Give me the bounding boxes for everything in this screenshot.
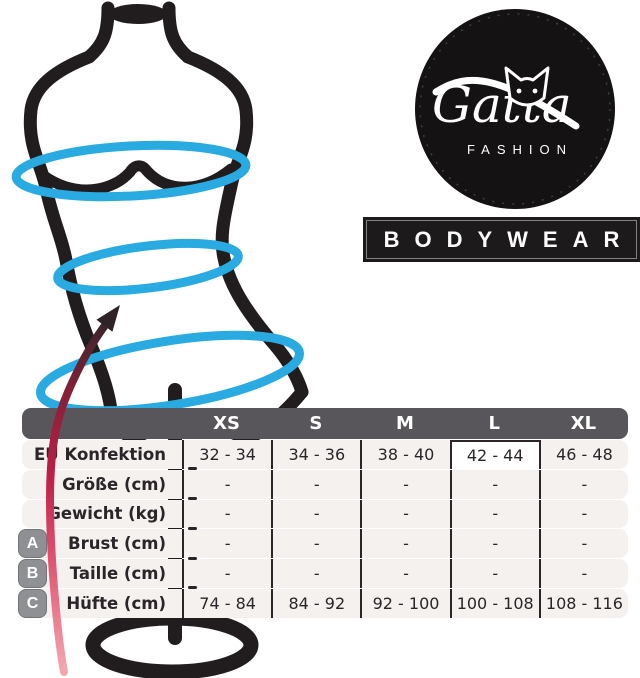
gatta-logo: Gatta FASHION <box>415 9 615 209</box>
row-label: EU Konfektion <box>34 444 166 464</box>
cell-l: 100 - 108 <box>449 588 539 618</box>
logo-tagline: FASHION <box>467 142 573 157</box>
hip-measure-line <box>36 330 304 416</box>
cell-m: 38 - 40 <box>360 440 449 469</box>
marker-badge-hip: C <box>18 589 47 618</box>
column-header-l: L <box>488 413 500 434</box>
cell-m: - <box>360 469 449 499</box>
mannequin-neck-left <box>82 1 115 64</box>
column-header-xl: XL <box>570 413 597 434</box>
cell-l: - <box>449 499 539 529</box>
cell-xs: - <box>182 529 271 559</box>
size-table-header: XS S M L XL <box>22 408 628 439</box>
cell-l: - <box>449 529 539 559</box>
mannequin-neck-top <box>109 4 167 24</box>
cell-l-highlighted: 42 - 44 <box>449 440 539 469</box>
marker-badge-waist: B <box>18 559 47 588</box>
bust-measure-line <box>11 140 251 202</box>
logo-circle <box>415 9 615 209</box>
cell-m: - <box>360 499 449 529</box>
cell-s: - <box>271 469 360 499</box>
mannequin-right-outline <box>181 50 309 399</box>
cell-l: - <box>449 469 539 499</box>
row-label: Gewicht (kg) <box>47 504 166 524</box>
cat-eye-right <box>532 88 538 94</box>
cell-xs: - <box>182 559 271 588</box>
cell-xl: - <box>538 499 628 529</box>
table-row-brust: Brust (cm) - - - - - <box>22 526 628 559</box>
cell-l: - <box>449 559 539 588</box>
cell-s: - <box>271 559 360 588</box>
cat-icon <box>504 66 550 107</box>
cell-s: 84 - 92 <box>271 588 360 618</box>
cell-m: 92 - 100 <box>360 588 449 618</box>
cell-m: - <box>360 529 449 559</box>
column-header-xs: XS <box>213 413 241 434</box>
cat-eye-left <box>516 88 522 94</box>
waist-measure-line <box>53 238 243 296</box>
cell-xs: 74 - 84 <box>182 588 271 618</box>
size-table: XS S M L XL EU Konfektion 32 - 34 34 - 3… <box>22 408 628 618</box>
column-header-m: M <box>396 413 414 434</box>
bodywear-banner: BODYWEAR <box>363 217 640 262</box>
row-label: Größe (cm) <box>62 474 166 494</box>
mannequin-neck-right <box>162 1 195 64</box>
table-row-taille: Taille (cm) - - - - - <box>22 556 628 588</box>
logo-swoosh <box>432 76 580 130</box>
table-row-huefte: Hüfte (cm) 74 - 84 84 - 92 92 - 100 100 … <box>22 586 628 618</box>
logo-wordmark: Gatta <box>432 76 572 134</box>
column-header-s: S <box>309 413 323 434</box>
cell-xs: 32 - 34 <box>182 440 271 469</box>
table-row-eu-konfektion: EU Konfektion 32 - 34 34 - 36 38 - 40 42… <box>22 440 628 469</box>
table-row-groesse: Größe (cm) - - - - - <box>22 467 628 499</box>
cell-xl: - <box>538 559 628 588</box>
cell-s: - <box>271 499 360 529</box>
cell-xs: - <box>182 499 271 529</box>
cell-m: - <box>360 559 449 588</box>
cell-s: 34 - 36 <box>271 440 360 469</box>
cell-xl: - <box>538 529 628 559</box>
table-row-gewicht: Gewicht (kg) - - - - - <box>22 497 628 529</box>
logo-circle-texture <box>419 13 611 205</box>
cell-xl: - <box>538 469 628 499</box>
marker-badge-bust: A <box>18 529 47 558</box>
bodywear-banner-label: BODYWEAR <box>383 226 635 252</box>
cell-xs: - <box>182 469 271 499</box>
cell-s: - <box>271 529 360 559</box>
cell-xl: 46 - 48 <box>538 440 628 469</box>
cell-xl: 108 - 116 <box>538 588 628 618</box>
